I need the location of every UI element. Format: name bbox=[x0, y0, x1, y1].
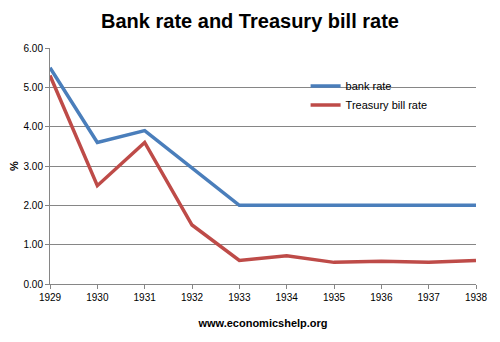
svg-text:Bank rate and Treasury bill ra: Bank rate and Treasury bill rate bbox=[101, 10, 399, 32]
svg-text:1937: 1937 bbox=[418, 292, 441, 303]
svg-text:1938: 1938 bbox=[465, 292, 488, 303]
svg-text:6.00: 6.00 bbox=[24, 43, 44, 54]
svg-text:2.00: 2.00 bbox=[24, 200, 44, 211]
svg-text:1931: 1931 bbox=[134, 292, 157, 303]
svg-text:1.00: 1.00 bbox=[24, 239, 44, 250]
svg-text:Treasury bill rate: Treasury bill rate bbox=[346, 99, 428, 111]
svg-text:3.00: 3.00 bbox=[24, 161, 44, 172]
svg-text:1936: 1936 bbox=[370, 292, 393, 303]
svg-text:bank rate: bank rate bbox=[346, 80, 392, 92]
svg-text:1934: 1934 bbox=[276, 292, 299, 303]
svg-text:%: % bbox=[8, 161, 20, 171]
svg-text:5.00: 5.00 bbox=[24, 82, 44, 93]
svg-text:1929: 1929 bbox=[39, 292, 62, 303]
svg-text:1935: 1935 bbox=[323, 292, 346, 303]
svg-text:0.00: 0.00 bbox=[24, 279, 44, 290]
svg-text:www.economicshelp.org: www.economicshelp.org bbox=[197, 317, 327, 329]
svg-text:1933: 1933 bbox=[228, 292, 251, 303]
svg-text:1930: 1930 bbox=[86, 292, 109, 303]
svg-text:1932: 1932 bbox=[181, 292, 204, 303]
svg-text:4.00: 4.00 bbox=[24, 121, 44, 132]
